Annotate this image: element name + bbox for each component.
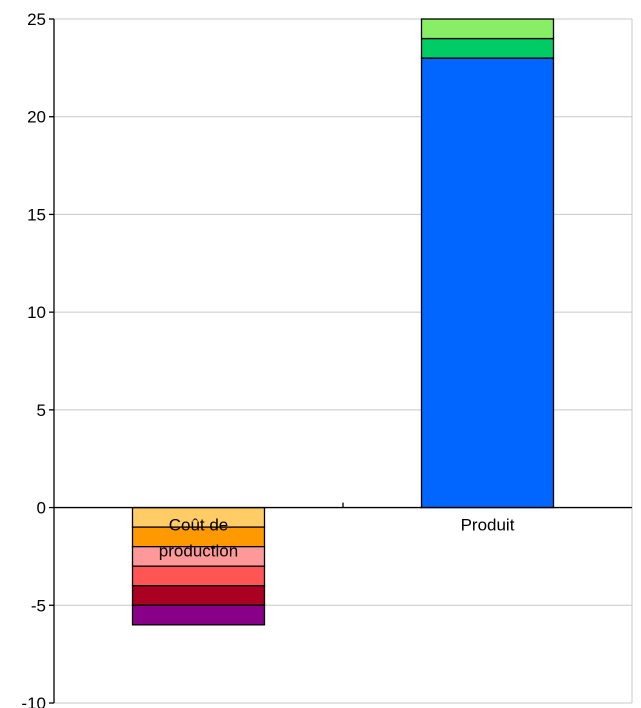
y-tick-label: 25 — [27, 10, 46, 29]
y-tick-label: 10 — [27, 303, 46, 322]
y-tick-label: 5 — [37, 401, 46, 420]
category-label: Produit — [461, 516, 515, 535]
y-tick-label: -10 — [21, 694, 46, 708]
bar-segment — [131, 604, 266, 626]
y-tick-label: 0 — [37, 499, 46, 518]
bar-segment — [420, 57, 555, 509]
bars — [131, 18, 555, 626]
y-tick-label: -5 — [31, 596, 46, 615]
bar-segment — [420, 18, 555, 40]
bar-segment — [131, 565, 266, 587]
bar-segment — [131, 585, 266, 606]
y-tick-label: 15 — [27, 205, 46, 224]
category-label: Coût de — [169, 516, 229, 535]
y-tick-labels: -10 -5 0 5 10 15 20 25 — [21, 10, 54, 708]
bar-segment — [420, 37, 555, 59]
category-label: production — [159, 542, 238, 561]
y-tick-label: 20 — [27, 108, 46, 127]
axes — [53, 19, 632, 703]
category-labels: Coût de production Produit — [159, 516, 515, 561]
